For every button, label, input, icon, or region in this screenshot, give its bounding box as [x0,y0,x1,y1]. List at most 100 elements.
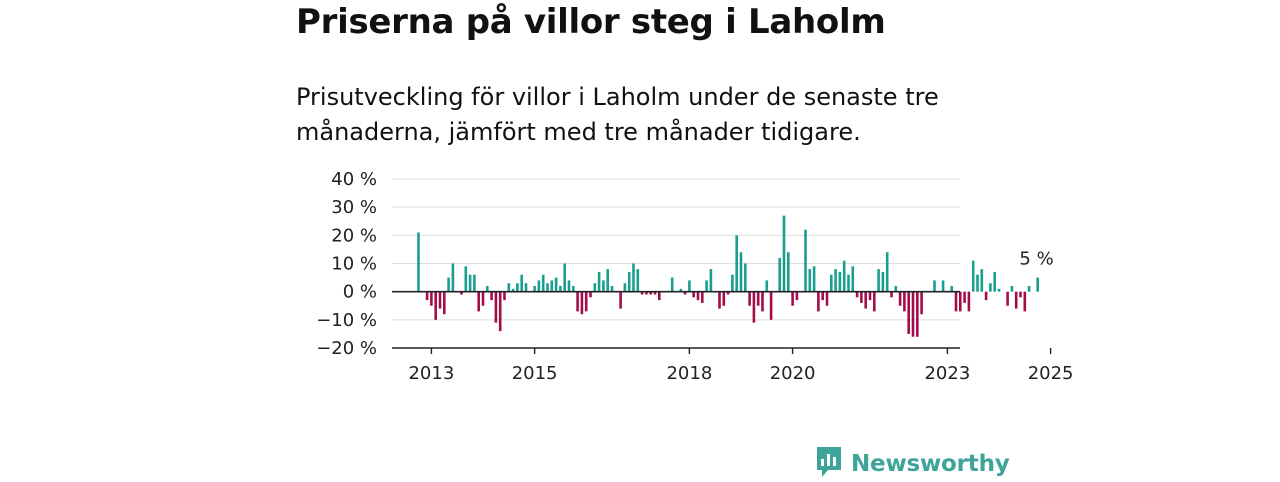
bar [417,232,420,292]
bar [868,291,872,301]
bar [804,229,807,292]
newsworthy-brand: Newsworthy [815,446,1010,482]
bar [744,263,747,292]
bar [486,286,489,292]
bar [572,286,575,292]
bar [731,274,734,292]
last-value-annotation: 5 % [1019,249,1053,270]
bar [533,286,536,292]
y-tick-label: −20 % [316,338,377,359]
bar [989,283,992,292]
x-tick-label: 2015 [512,363,558,384]
bar [885,252,889,292]
y-tick-label: 30 % [331,197,377,218]
bar [653,291,657,295]
bar [481,291,485,306]
bar [842,260,846,292]
brand-name: Newsworthy [851,451,1010,477]
bar [722,291,726,306]
bar [606,269,609,292]
bar [658,291,661,301]
x-tick-label: 2013 [408,363,454,384]
bar [980,269,984,292]
x-tick-label: 2018 [666,363,712,384]
bar [993,271,996,292]
bar [451,263,455,292]
y-tick-label: 20 % [331,225,377,246]
bar [898,291,902,306]
bar [623,283,627,292]
bar [507,283,511,292]
bar [584,291,588,312]
bar [817,291,820,312]
x-tick-label: 2020 [770,363,816,384]
bar [567,280,571,292]
bar [520,274,523,292]
bar [916,291,919,337]
bar [688,280,691,292]
bar [963,291,966,303]
bar [580,291,584,315]
bar [632,263,635,292]
bar [830,274,833,292]
bar [511,288,515,292]
bar [1014,291,1018,309]
bar [430,291,433,306]
axes [392,290,960,349]
bar [576,291,579,312]
bar [473,274,476,292]
bar [920,291,923,315]
bar-chart: 40 %30 %20 %10 %0 %−10 %−20 % 2013 2015 20… [316,169,1074,384]
bar [967,291,971,312]
x-tick-label: 2025 [1028,363,1074,384]
bar [546,283,549,292]
bar [683,291,687,295]
bar [971,260,975,292]
bar [739,252,743,292]
bar [890,291,893,298]
bar [765,280,769,292]
bar [464,266,468,292]
bar [597,271,601,292]
bar [808,269,812,292]
bar [855,291,859,298]
y-tick-label: 0 % [343,282,377,303]
bar [494,291,498,323]
bar [554,277,558,292]
bar [477,291,480,312]
bar [984,291,988,301]
bar [460,291,463,295]
bar [692,291,695,298]
bar [873,291,876,312]
bar [1010,286,1014,292]
bar [636,269,640,292]
bar [701,291,704,303]
bar [825,291,829,306]
bar [589,291,592,298]
bar [434,291,437,320]
x-tick-label: 2023 [924,363,970,384]
bar [640,291,644,295]
bar [911,291,915,337]
bar [696,291,700,301]
y-tick-label: 10 % [331,254,377,275]
bar [894,286,898,292]
bar [761,291,764,312]
bar [851,266,855,292]
bar [877,269,880,292]
bar [903,291,906,312]
bar [976,274,979,292]
bar [864,291,867,309]
bar [726,291,730,295]
bar [778,257,781,292]
bar [907,291,910,334]
bar [787,252,790,292]
bar [649,291,652,295]
bar [812,266,816,292]
bar [756,291,760,306]
bar [1027,286,1031,292]
bar [1023,291,1027,312]
bar [563,263,566,292]
chart-title: Priserna på villor steg i Laholm [296,2,886,42]
bar [541,274,545,292]
